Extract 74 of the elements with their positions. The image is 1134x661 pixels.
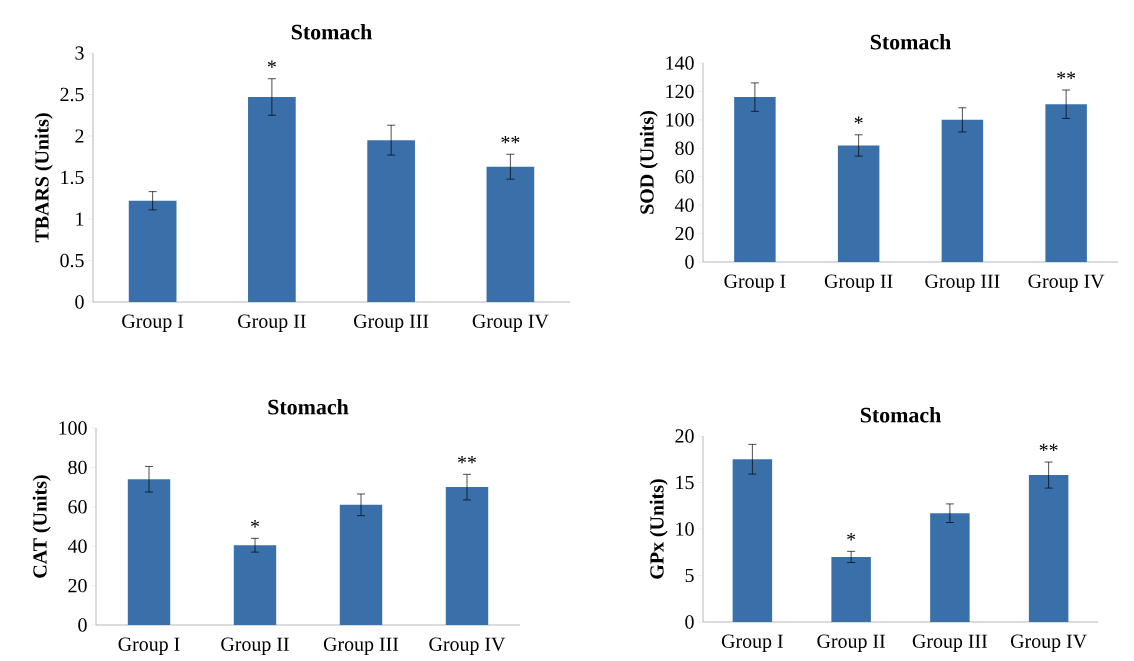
x-tick-label: Group III	[925, 274, 1000, 292]
y-tick-label: 0.5	[60, 253, 84, 268]
x-tick-label: Group II	[221, 637, 289, 655]
data-label: **	[501, 136, 520, 144]
y-tick-label: 100	[59, 421, 87, 435]
bar	[732, 459, 773, 623]
bar	[445, 487, 489, 626]
y-tick-label: 60	[68, 500, 87, 514]
y-tick-label: 0	[685, 255, 694, 269]
bar	[941, 119, 984, 262]
bar	[128, 200, 177, 302]
x-tick-label: Group II	[238, 314, 306, 332]
y-axis-title: TBARS (Units)	[34, 113, 53, 243]
x-tick-label: Group I	[721, 634, 783, 652]
y-axis-title: GPx (Units)	[649, 479, 668, 579]
bar	[1045, 104, 1087, 262]
bar	[367, 140, 415, 302]
x-tick-label: Group IV	[429, 637, 506, 655]
y-tick-label: 0	[75, 295, 84, 309]
bar	[486, 166, 535, 302]
y-tick-label: 3	[75, 46, 84, 60]
chart-title: Stomach	[860, 407, 941, 423]
y-tick-label: 20	[675, 226, 694, 241]
x-tick-label: Group III	[354, 314, 429, 332]
x-tick-label: Group II	[824, 274, 893, 292]
y-axis-title: SOD (Units)	[639, 111, 658, 214]
bar	[831, 556, 871, 623]
y-tick-label: 20	[68, 578, 87, 593]
y-tick-label: 2	[75, 129, 84, 143]
x-tick-label: Group I	[122, 314, 184, 332]
x-tick-label: Group I	[724, 274, 786, 292]
bar	[1028, 475, 1069, 623]
y-tick-label: 15	[676, 475, 694, 490]
bar	[339, 504, 383, 626]
x-tick-label: Group III	[912, 634, 988, 652]
data-label: *	[250, 520, 260, 528]
data-label: **	[458, 456, 476, 464]
x-tick-label: Group IV	[1010, 634, 1087, 652]
chart-title: Stomach	[870, 34, 951, 50]
bar	[930, 513, 970, 623]
data-label: **	[1039, 443, 1058, 452]
y-tick-label: 60	[675, 170, 694, 184]
bar	[233, 545, 277, 626]
y-tick-label: 10	[676, 522, 694, 536]
x-tick-label: Group III	[323, 637, 399, 655]
data-label: **	[1057, 71, 1076, 80]
x-tick-label: Group IV	[472, 314, 549, 332]
bar	[127, 479, 171, 626]
y-tick-label: 40	[67, 539, 87, 553]
y-tick-label: 5	[685, 568, 694, 583]
y-axis-title: CAT (Units)	[32, 475, 51, 578]
y-tick-label: 40	[674, 198, 694, 212]
bar	[734, 97, 776, 262]
x-tick-label: Group I	[118, 637, 180, 655]
y-tick-label: 140	[666, 56, 694, 70]
y-tick-label: 120	[666, 84, 694, 99]
y-tick-label: 2.5	[60, 87, 84, 102]
x-tick-label: Group IV	[1028, 274, 1105, 292]
y-tick-label: 0	[78, 618, 87, 632]
y-tick-label: 0	[685, 615, 694, 629]
bar	[837, 145, 880, 262]
y-tick-label: 20	[675, 429, 694, 443]
data-label: *	[267, 60, 276, 68]
y-tick-label: 80	[68, 460, 87, 475]
bar	[248, 96, 296, 302]
y-tick-label: 1.5	[61, 170, 84, 185]
y-tick-label: 80	[675, 141, 694, 155]
chart-title: Stomach	[291, 24, 372, 40]
chart-title: Stomach	[268, 399, 349, 415]
data-label: *	[847, 533, 856, 541]
data-label: *	[854, 116, 863, 124]
y-tick-label: 1	[76, 212, 84, 226]
x-tick-label: Group II	[817, 634, 885, 652]
y-tick-label: 100	[666, 113, 694, 127]
